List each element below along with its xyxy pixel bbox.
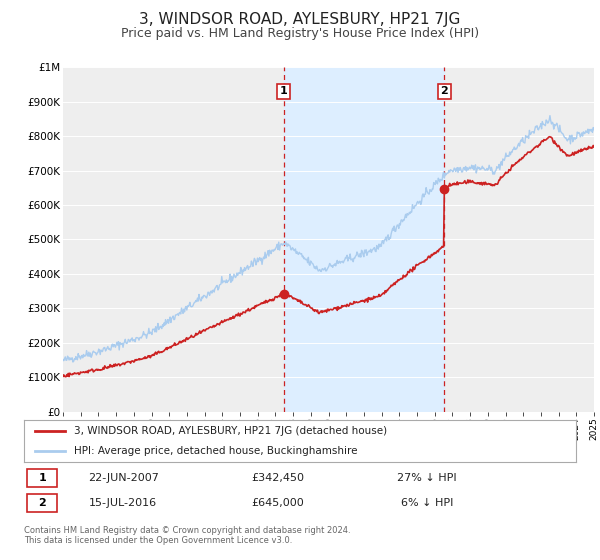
FancyBboxPatch shape	[27, 469, 57, 487]
Text: HPI: Average price, detached house, Buckinghamshire: HPI: Average price, detached house, Buck…	[74, 446, 357, 456]
FancyBboxPatch shape	[27, 494, 57, 512]
Text: 2: 2	[440, 86, 448, 96]
Text: 27% ↓ HPI: 27% ↓ HPI	[397, 473, 457, 483]
Text: 1: 1	[280, 86, 287, 96]
Text: 3, WINDSOR ROAD, AYLESBURY, HP21 7JG: 3, WINDSOR ROAD, AYLESBURY, HP21 7JG	[139, 12, 461, 27]
Text: 3, WINDSOR ROAD, AYLESBURY, HP21 7JG (detached house): 3, WINDSOR ROAD, AYLESBURY, HP21 7JG (de…	[74, 426, 387, 436]
Text: £342,450: £342,450	[251, 473, 304, 483]
Text: Price paid vs. HM Land Registry's House Price Index (HPI): Price paid vs. HM Land Registry's House …	[121, 27, 479, 40]
Text: This data is licensed under the Open Government Licence v3.0.: This data is licensed under the Open Gov…	[24, 536, 292, 545]
Text: 6% ↓ HPI: 6% ↓ HPI	[401, 498, 453, 508]
Bar	[284, 67, 444, 412]
Text: 2: 2	[38, 498, 46, 508]
Text: 22-JUN-2007: 22-JUN-2007	[88, 473, 159, 483]
Text: 1: 1	[38, 473, 46, 483]
Text: £645,000: £645,000	[251, 498, 304, 508]
Text: 15-JUL-2016: 15-JUL-2016	[89, 498, 157, 508]
Text: Contains HM Land Registry data © Crown copyright and database right 2024.: Contains HM Land Registry data © Crown c…	[24, 526, 350, 535]
